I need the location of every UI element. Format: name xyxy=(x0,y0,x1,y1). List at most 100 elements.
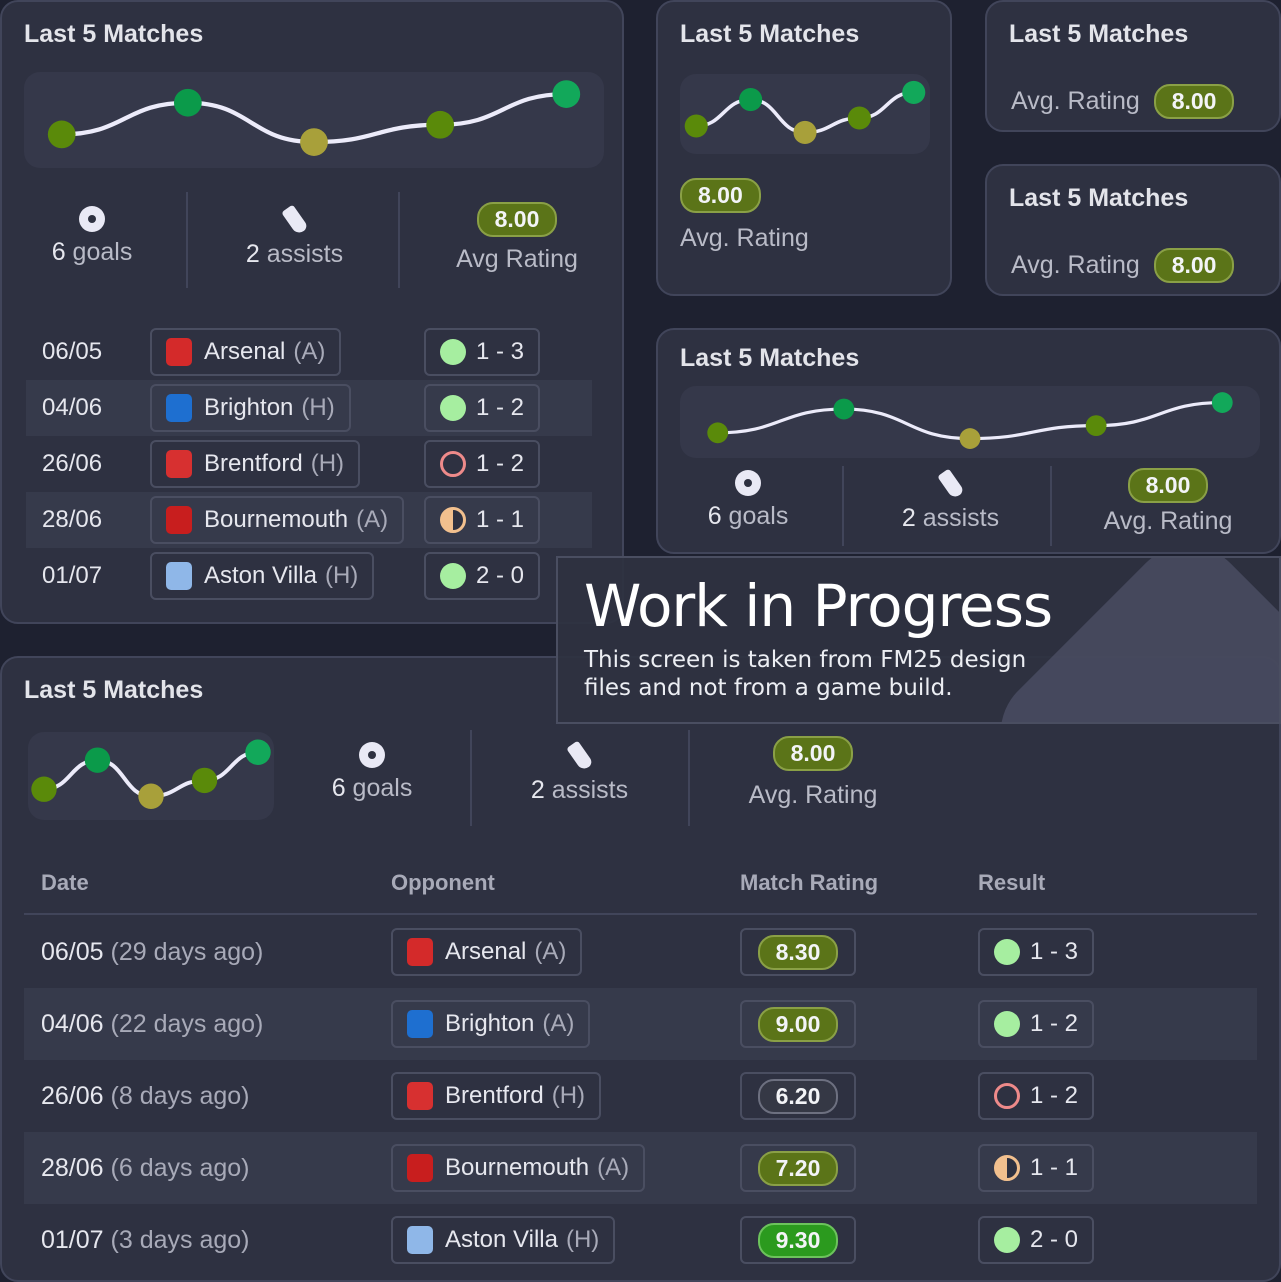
sparkline xyxy=(24,72,604,168)
rating-chip: 8.30 xyxy=(740,928,856,976)
sparkline-point xyxy=(739,88,763,112)
last5-card-medium: Last 5 Matches 8.00 Avg. Rating xyxy=(656,0,952,296)
sparkline-point xyxy=(245,739,271,765)
opponent-chip[interactable]: Aston Villa (H) xyxy=(150,552,375,600)
table-row[interactable]: 01/07 (3 days ago) Aston Villa (H) 9.30 2… xyxy=(24,1204,1257,1276)
football-icon xyxy=(79,206,105,232)
avg-rating-label: Avg. Rating xyxy=(680,224,809,252)
result-win-icon xyxy=(994,1011,1020,1037)
sparkline-point xyxy=(552,80,581,108)
match-date: 01/07 xyxy=(42,562,103,589)
header-opponent[interactable]: Opponent xyxy=(391,870,495,895)
football-icon xyxy=(735,470,761,496)
match-date: 06/05 xyxy=(42,338,103,365)
opponent-chip[interactable]: Arsenal (A) xyxy=(391,928,583,976)
sparkline-point xyxy=(1211,392,1233,413)
team-badge-icon xyxy=(166,506,192,534)
team-badge-icon xyxy=(407,1226,433,1254)
sparkline-point xyxy=(684,114,708,138)
match-row[interactable]: 26/06 Brentford (H) 1 - 2 xyxy=(26,436,592,492)
football-icon xyxy=(359,742,385,768)
avg-rating-stat: Avg. Rating 8.00 xyxy=(1011,84,1235,119)
team-badge-icon xyxy=(407,1082,433,1110)
rating-chip: 6.20 xyxy=(740,1072,856,1120)
table-row[interactable]: 28/06 (6 days ago) Bournemouth (A) 7.20 1… xyxy=(24,1132,1257,1204)
header-result[interactable]: Result xyxy=(978,870,1046,895)
team-badge-icon xyxy=(407,1154,433,1182)
result-chip: 1 - 1 xyxy=(978,1144,1095,1192)
last5-card-wide: Last 5 Matches 6 goals 2 assists 8.00 Avg… xyxy=(656,328,1281,554)
wip-title: Work in Progress xyxy=(584,572,1053,640)
sparkline-point xyxy=(191,767,218,794)
opponent-chip[interactable]: Bournemouth (A) xyxy=(391,1144,646,1192)
card-title: Last 5 Matches xyxy=(680,344,860,372)
opponent-chip[interactable]: Aston Villa (H) xyxy=(391,1216,616,1264)
last5-card-large: Last 5 Matches 6 goals 2 assists 8.00 Avg… xyxy=(0,0,624,624)
assists-stat: 2 assists xyxy=(497,740,662,805)
team-badge-icon xyxy=(166,394,192,422)
assists-stat: 2 assists xyxy=(212,204,377,269)
result-win-icon xyxy=(994,939,1020,965)
result-chip: 1 - 2 xyxy=(978,1000,1095,1048)
opponent-chip[interactable]: Arsenal (A) xyxy=(150,328,342,376)
wip-text: This screen is taken from FM25 design fi… xyxy=(584,647,1027,701)
opponent-chip[interactable]: Brentford (H) xyxy=(391,1072,602,1120)
sparkline-point xyxy=(847,106,871,130)
avg-rating-stat: 8.00 Avg Rating xyxy=(432,202,602,274)
avg-rating-pill: 8.00 xyxy=(680,178,761,213)
opponent-chip[interactable]: Brighton (H) xyxy=(150,384,351,432)
team-badge-icon xyxy=(407,1010,433,1038)
match-date: 06/05 (29 days ago) xyxy=(41,937,264,966)
result-chip: 1 - 1 xyxy=(424,496,541,544)
table-row[interactable]: 06/05 (29 days ago) Arsenal (A) 8.30 1 - … xyxy=(24,916,1257,988)
wip-overlay: Work in Progress This screen is taken fr… xyxy=(556,556,1281,724)
header-match-rating[interactable]: Match Rating xyxy=(740,870,879,895)
avg-rating-stat: 8.00 Avg. Rating xyxy=(728,736,898,810)
opponent-chip[interactable]: Brighton (A) xyxy=(391,1000,591,1048)
match-date: 28/06 xyxy=(42,506,103,533)
result-win-icon xyxy=(440,339,466,365)
card-title: Last 5 Matches xyxy=(1009,20,1189,48)
header-date[interactable]: Date xyxy=(41,870,89,895)
match-date: 04/06 (22 days ago) xyxy=(41,1009,264,1038)
result-loss-icon xyxy=(440,451,466,477)
sparkline xyxy=(680,386,1260,458)
match-row[interactable]: 01/07 Aston Villa (H) 2 - 0 xyxy=(26,548,592,604)
boot-icon xyxy=(280,204,309,236)
match-row[interactable]: 04/06 Brighton (H) 1 - 2 xyxy=(26,380,592,436)
sparkline-point xyxy=(173,88,202,117)
goals-stat: 6 goals xyxy=(668,470,828,531)
goals-stat: 6 goals xyxy=(12,206,172,267)
match-row[interactable]: 28/06 Bournemouth (A) 1 - 1 xyxy=(26,492,592,548)
sparkline-point xyxy=(902,80,926,104)
card-title: Last 5 Matches xyxy=(24,20,204,48)
avg-rating-stat: 8.00 Avg. Rating xyxy=(1083,468,1253,536)
sparkline-point xyxy=(833,398,855,420)
sparkline-point xyxy=(793,120,817,144)
rating-chip: 9.30 xyxy=(740,1216,856,1264)
sparkline-point xyxy=(47,120,76,149)
sparkline-point xyxy=(1085,415,1107,436)
opponent-chip[interactable]: Brentford (H) xyxy=(150,440,361,488)
avg-rating-stat: Avg. Rating 8.00 xyxy=(1011,248,1235,283)
result-draw-icon xyxy=(440,507,466,533)
result-win-icon xyxy=(440,563,466,589)
sparkline-point xyxy=(426,110,455,139)
table-row[interactable]: 26/06 (8 days ago) Brentford (H) 6.20 1 -… xyxy=(24,1060,1257,1132)
rating-chip: 9.00 xyxy=(740,1000,856,1048)
sparkline xyxy=(680,74,930,154)
match-date: 01/07 (3 days ago) xyxy=(41,1225,250,1254)
opponent-chip[interactable]: Bournemouth (A) xyxy=(150,496,405,544)
team-badge-icon xyxy=(407,938,433,966)
match-row[interactable]: 06/05 Arsenal (A) 1 - 3 xyxy=(26,324,592,380)
match-date: 26/06 (8 days ago) xyxy=(41,1081,250,1110)
match-date: 04/06 xyxy=(42,394,103,421)
last5-card-small: Last 5 Matches Avg. Rating 8.00 xyxy=(985,0,1281,132)
sparkline-point xyxy=(138,783,164,809)
result-chip: 1 - 3 xyxy=(978,928,1095,976)
last5-card-small: Last 5 Matches Avg. Rating 8.00 xyxy=(985,164,1281,296)
boot-icon xyxy=(565,740,594,772)
table-row[interactable]: 04/06 (22 days ago) Brighton (A) 9.00 1 -… xyxy=(24,988,1257,1060)
sparkline xyxy=(28,732,274,820)
match-date: 26/06 xyxy=(42,450,103,477)
